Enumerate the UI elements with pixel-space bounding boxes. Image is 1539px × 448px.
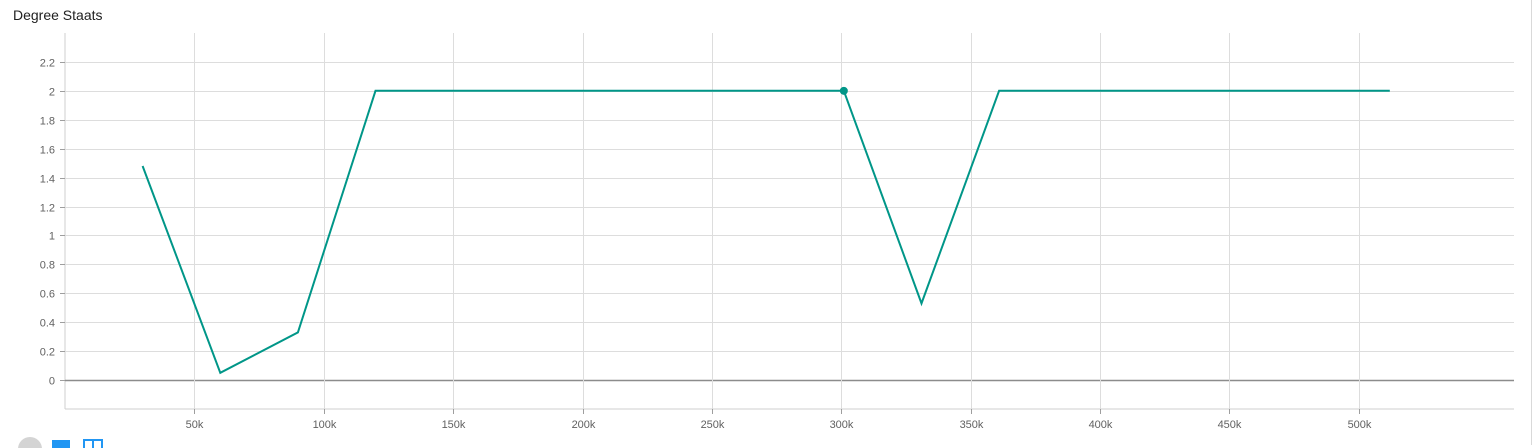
y-tick-label: 2.2 — [40, 58, 55, 70]
highlight-point — [839, 86, 848, 95]
x-tick-label: 50k — [186, 419, 204, 431]
y-tick-label: 1.2 — [40, 203, 55, 215]
series-line — [141, 89, 1390, 375]
y-tick-label: 1.4 — [40, 174, 55, 186]
x-tick-label: 100k — [313, 419, 337, 431]
y-tick-label: 1.6 — [40, 145, 55, 157]
y-tick-label: 0.4 — [40, 318, 55, 330]
y-tick-label: 1 — [49, 231, 55, 243]
x-tick-label: 400k — [1089, 419, 1113, 431]
y-tick-label: 0.2 — [40, 347, 55, 359]
y-tick-label: 0.8 — [40, 260, 55, 272]
x-tick-label: 350k — [960, 419, 984, 431]
square-icon[interactable] — [51, 436, 71, 448]
y-tick-label: 0 — [49, 376, 55, 388]
y-tick-label: 0.6 — [40, 289, 55, 301]
y-tick-label: 2 — [49, 87, 55, 99]
x-tick-label: 250k — [701, 419, 725, 431]
x-tick-label: 200k — [572, 419, 596, 431]
y-tick-label: 1.8 — [40, 116, 55, 128]
circle-icon[interactable] — [16, 436, 44, 448]
x-tick-label: 300k — [830, 419, 854, 431]
card-right-border — [1531, 0, 1532, 445]
x-tick-label: 150k — [442, 419, 466, 431]
x-tick-label: 500k — [1348, 419, 1372, 431]
chart-title: Degree Staats — [13, 7, 103, 23]
grid-icon[interactable] — [82, 436, 104, 448]
x-tick-label: 450k — [1218, 419, 1242, 431]
